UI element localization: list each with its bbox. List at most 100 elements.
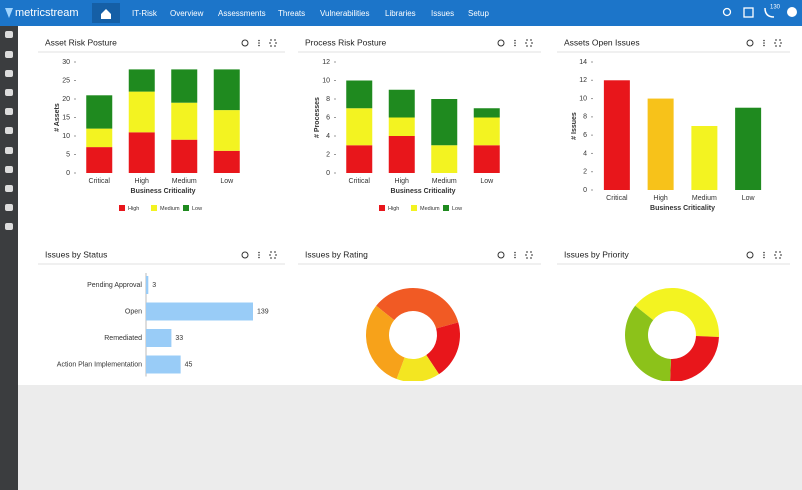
menu-dot <box>763 256 765 259</box>
menu-dot <box>258 42 260 44</box>
bar-segment <box>213 69 240 111</box>
y-axis-label: # Processes <box>314 97 321 138</box>
bar-segment <box>346 108 373 146</box>
sidebar-icon[interactable] <box>5 223 13 230</box>
sidebar <box>0 26 18 490</box>
phone-icon[interactable] <box>764 7 775 18</box>
y-tick-label: 15 <box>62 114 70 121</box>
donut-segment <box>635 288 719 337</box>
y-tick-label: 10 <box>579 95 587 102</box>
x-tick-label: Critical <box>349 178 371 185</box>
bar-segment <box>213 150 240 173</box>
nav-item[interactable]: Assessments <box>218 9 266 18</box>
menu-dot <box>258 254 260 256</box>
breadcrumb[interactable]: IT-Risk <box>132 9 158 18</box>
legend-label: Low <box>452 206 462 212</box>
bar <box>603 80 630 190</box>
y-tick-label: 14 <box>579 59 587 66</box>
value-label: 139 <box>257 308 269 315</box>
nav-item[interactable]: Overview <box>170 9 204 18</box>
nav-item[interactable]: Setup <box>468 9 489 18</box>
sidebar-icon[interactable] <box>5 166 13 173</box>
help-icon[interactable] <box>241 251 249 259</box>
x-axis-label: Business Criticality <box>391 188 456 195</box>
help-icon[interactable] <box>497 39 505 47</box>
bar <box>146 329 172 347</box>
help-icon[interactable] <box>241 39 249 47</box>
menu-dot <box>763 42 765 44</box>
bar-segment <box>128 69 155 92</box>
expand-icon[interactable] <box>525 251 533 259</box>
bar-segment <box>171 139 198 173</box>
bar-segment <box>431 99 458 146</box>
expand-icon[interactable] <box>774 39 782 47</box>
sidebar-icon[interactable] <box>5 31 13 38</box>
sidebar-icon[interactable] <box>5 89 13 96</box>
nav-item[interactable]: Vulnerabilities <box>320 9 370 18</box>
category-label: Open <box>125 308 142 315</box>
y-tick-label: 2 <box>326 151 330 158</box>
nav-item[interactable]: Libraries <box>385 9 416 18</box>
y-tick-label: 0 <box>66 170 70 177</box>
bar-segment <box>86 147 113 173</box>
sidebar-icon[interactable] <box>5 127 13 134</box>
bar-segment <box>346 80 373 109</box>
y-tick-label: 12 <box>322 59 330 66</box>
category-label: Pending Approval <box>87 282 142 289</box>
widget-title: Issues by Status <box>45 249 107 259</box>
y-tick-label: 10 <box>322 77 330 84</box>
calendar-icon[interactable] <box>743 7 754 18</box>
sidebar-icon[interactable] <box>5 108 13 115</box>
sidebar-icon[interactable] <box>5 70 13 77</box>
expand-icon[interactable] <box>525 39 533 47</box>
menu-dot <box>514 42 516 44</box>
bar-segment <box>473 145 500 173</box>
y-tick-label: 25 <box>62 77 70 84</box>
y-tick-label: 4 <box>583 150 587 157</box>
search-icon[interactable] <box>722 7 732 17</box>
menu-dot <box>763 251 765 254</box>
legend-label: Low <box>192 206 202 212</box>
user-icon[interactable] <box>787 7 797 17</box>
help-icon[interactable] <box>497 251 505 259</box>
donut-segment <box>670 336 719 381</box>
x-tick-label: Medium <box>432 178 457 185</box>
x-tick-label: Medium <box>172 178 197 185</box>
expand-icon[interactable] <box>269 251 277 259</box>
widget-title: Issues by Rating <box>305 249 368 259</box>
y-tick-label: 6 <box>583 132 587 139</box>
y-tick-label: 10 <box>62 133 70 140</box>
menu-dot <box>258 44 260 47</box>
x-tick-label: Low <box>742 195 756 202</box>
help-icon[interactable] <box>746 39 754 47</box>
expand-icon[interactable] <box>774 251 782 259</box>
sidebar-icon[interactable] <box>5 147 13 154</box>
bar-segment <box>473 108 500 118</box>
bar-segment <box>86 95 113 129</box>
bar-segment <box>213 110 240 151</box>
bar-segment <box>431 145 458 173</box>
y-tick-label: 4 <box>326 133 330 140</box>
value-label: 33 <box>175 335 183 342</box>
menu-dot <box>514 256 516 259</box>
nav-item[interactable]: Issues <box>431 9 454 18</box>
help-icon[interactable] <box>746 251 754 259</box>
category-label: Remediated <box>104 335 142 342</box>
sidebar-icon[interactable] <box>5 51 13 58</box>
widget-title: Issues by Priority <box>564 249 629 259</box>
y-axis-label: # Issues <box>571 112 578 140</box>
menu-dot <box>514 251 516 254</box>
bar-segment <box>388 89 415 118</box>
nav-item[interactable]: Threats <box>278 9 305 18</box>
sidebar-icon[interactable] <box>5 185 13 192</box>
bar-segment <box>128 91 155 133</box>
expand-icon[interactable] <box>269 39 277 47</box>
sidebar-icon[interactable] <box>5 204 13 211</box>
bar-segment <box>473 117 500 146</box>
legend-swatch <box>151 205 157 211</box>
bar-segment <box>346 145 373 173</box>
legend-label: High <box>128 206 139 212</box>
x-tick-label: Critical <box>89 178 111 185</box>
legend-swatch <box>119 205 125 211</box>
